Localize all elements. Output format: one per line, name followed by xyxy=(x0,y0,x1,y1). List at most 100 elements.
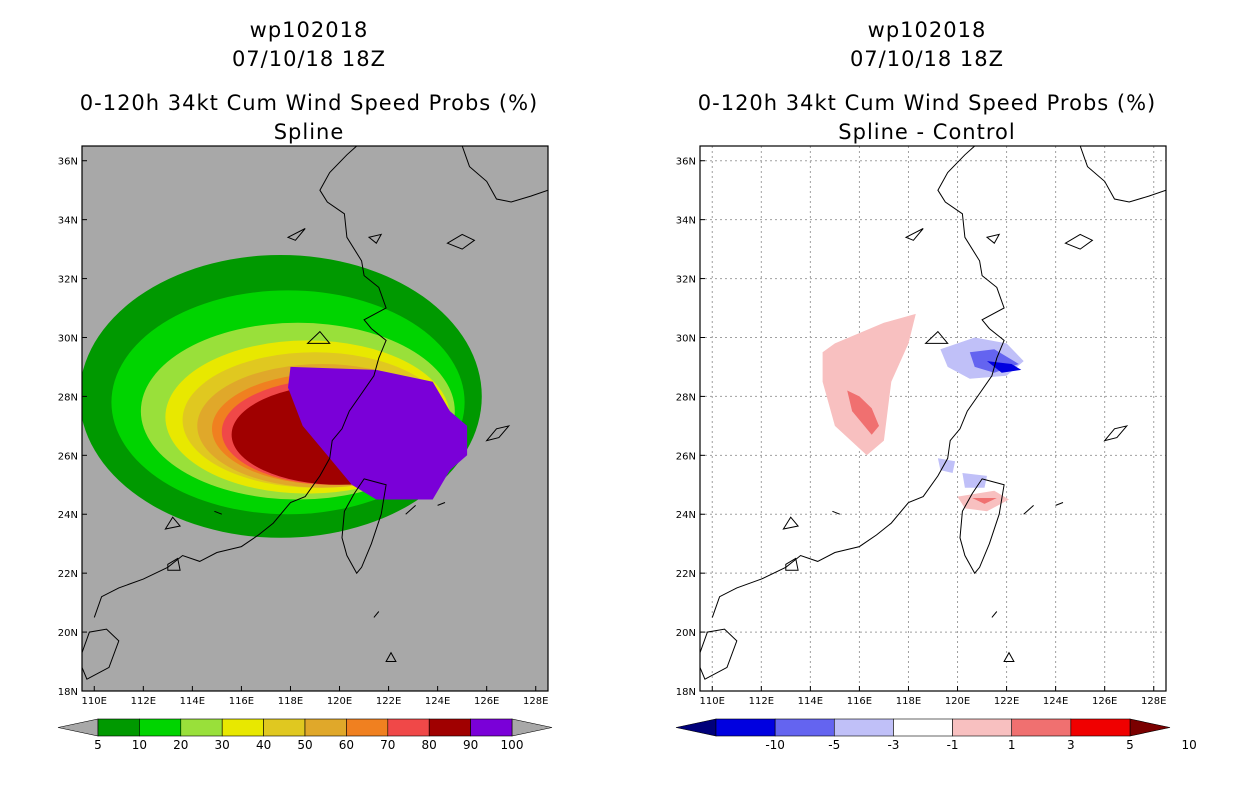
x-tick-label: 124E xyxy=(1043,696,1068,707)
colorbar-swatch xyxy=(428,718,471,737)
y-tick-label: 28N xyxy=(676,392,696,403)
colorbar-swatch xyxy=(893,718,953,737)
x-tick-label: 118E xyxy=(278,696,303,707)
colorbar-label: 20 xyxy=(173,738,188,752)
coastline-island xyxy=(1064,233,1094,250)
colorbar-swatch xyxy=(263,718,306,737)
colorbar-swatch xyxy=(470,718,513,737)
coastline-island xyxy=(1003,651,1015,662)
colorbar-label: 10 xyxy=(132,738,147,752)
x-tick-label: 114E xyxy=(180,696,205,707)
colorbar-low-arrow xyxy=(57,718,99,737)
plot-background xyxy=(700,146,1166,691)
coastline-taiwan xyxy=(959,478,1005,575)
coastline-island xyxy=(385,651,397,662)
coastline-mainland xyxy=(93,146,387,618)
colorbar-swatch xyxy=(833,718,894,737)
colorbar-label: -1 xyxy=(947,738,959,752)
coastline-island xyxy=(1055,502,1064,506)
y-tick-label: 20N xyxy=(58,628,78,639)
coastline-island xyxy=(782,516,800,530)
right-panel: wp102018 07/10/18 18Z 0-120h 34kt Cum Wi… xyxy=(618,0,1236,800)
colorbar-label: 5 xyxy=(1126,738,1134,752)
colorbar-swatch xyxy=(139,718,182,737)
x-tick-label: 122E xyxy=(376,696,401,707)
x-tick-label: 128E xyxy=(523,696,548,707)
colorbar-label: 100 xyxy=(501,738,524,752)
anomaly-region-6 xyxy=(962,473,987,488)
x-tick-label: 110E xyxy=(700,696,725,707)
colorbar-label: 40 xyxy=(256,738,271,752)
y-tick-label: 30N xyxy=(58,333,78,344)
colorbar-swatch xyxy=(1011,718,1072,737)
colorbar-swatch xyxy=(774,718,835,737)
plot-area xyxy=(82,146,548,680)
prob-contour-100 xyxy=(288,366,468,500)
left-title-4: Spline xyxy=(273,120,345,144)
y-tick-label: 20N xyxy=(676,628,696,639)
plot-frame xyxy=(699,145,1167,692)
y-tick-label: 36N xyxy=(58,157,78,168)
x-tick-label: 120E xyxy=(945,696,970,707)
coastline-island xyxy=(1103,425,1129,442)
left-title-1: wp102018 xyxy=(249,18,369,42)
colorbar-label: 10 xyxy=(1182,738,1197,752)
coastline-mainland xyxy=(711,146,1005,618)
colorbar-swatch xyxy=(346,718,389,737)
y-tick-label: 24N xyxy=(58,510,78,521)
y-tick-label: 22N xyxy=(676,569,696,580)
colorbar-swatch xyxy=(715,718,776,737)
right-title-2: 07/10/18 18Z xyxy=(849,47,1005,71)
x-tick-label: 110E xyxy=(82,696,107,707)
colorbar-label: 80 xyxy=(422,738,437,752)
y-tick-label: 26N xyxy=(58,451,78,462)
colorbar-label: 1 xyxy=(1008,738,1016,752)
coastline-island xyxy=(991,611,998,618)
colorbar-swatch xyxy=(304,718,347,737)
colorbar-swatch xyxy=(180,718,223,737)
x-tick-label: 112E xyxy=(749,696,774,707)
colorbar-swatch xyxy=(952,718,1013,737)
x-tick-label: 118E xyxy=(896,696,921,707)
colorbar-swatch xyxy=(221,718,264,737)
coastline-island xyxy=(904,228,924,241)
y-tick-label: 18N xyxy=(58,687,78,698)
coastline-island xyxy=(437,502,446,506)
coastline-island xyxy=(985,233,1001,244)
colorbar-high-arrow xyxy=(511,718,553,737)
right-map-chart: 110E 112E 114E 116E 118E 120E 122E 124E 126E 128E… xyxy=(675,145,1197,752)
coastline-island xyxy=(924,330,949,344)
x-tick-label: 116E xyxy=(847,696,872,707)
left-map-chart: 110E 112E 114E 116E 118E 120E 122E 124E 126E 128E… xyxy=(57,145,553,752)
coastline-hainan xyxy=(700,628,738,680)
colorbar-label: 3 xyxy=(1067,738,1075,752)
y-tick-label: 36N xyxy=(676,157,696,168)
coastline-taiwan xyxy=(341,478,387,575)
coastline-island xyxy=(1023,505,1034,515)
coastline-korea xyxy=(461,146,548,203)
colorbar-label: -10 xyxy=(765,738,785,752)
colorbar-label: -5 xyxy=(828,738,840,752)
y-tick-label: 34N xyxy=(676,216,696,227)
left-title-2: 07/10/18 18Z xyxy=(231,47,387,71)
anomaly-region-5 xyxy=(937,458,956,473)
coastline-korea xyxy=(1079,146,1166,203)
coastline-island xyxy=(485,425,511,442)
y-tick-label: 30N xyxy=(676,333,696,344)
y-tick-label: 22N xyxy=(58,569,78,580)
anomaly-region-1 xyxy=(847,390,879,435)
y-tick-label: 32N xyxy=(58,275,78,286)
left-title-3: 0-120h 34kt Cum Wind Speed Probs (%) xyxy=(79,91,539,115)
colorbar-label: 30 xyxy=(215,738,230,752)
colorbar-label: 70 xyxy=(380,738,395,752)
x-tick-label: 126E xyxy=(474,696,499,707)
colorbar-low-arrow xyxy=(675,718,717,737)
y-tick-label: 26N xyxy=(676,451,696,462)
colorbar-label: 90 xyxy=(463,738,478,752)
y-tick-label: 28N xyxy=(58,392,78,403)
y-tick-label: 34N xyxy=(58,216,78,227)
coastline-island xyxy=(832,510,840,515)
coastline-island xyxy=(785,557,799,571)
colorbar-label: 5 xyxy=(94,738,102,752)
plot-area xyxy=(700,146,1166,691)
